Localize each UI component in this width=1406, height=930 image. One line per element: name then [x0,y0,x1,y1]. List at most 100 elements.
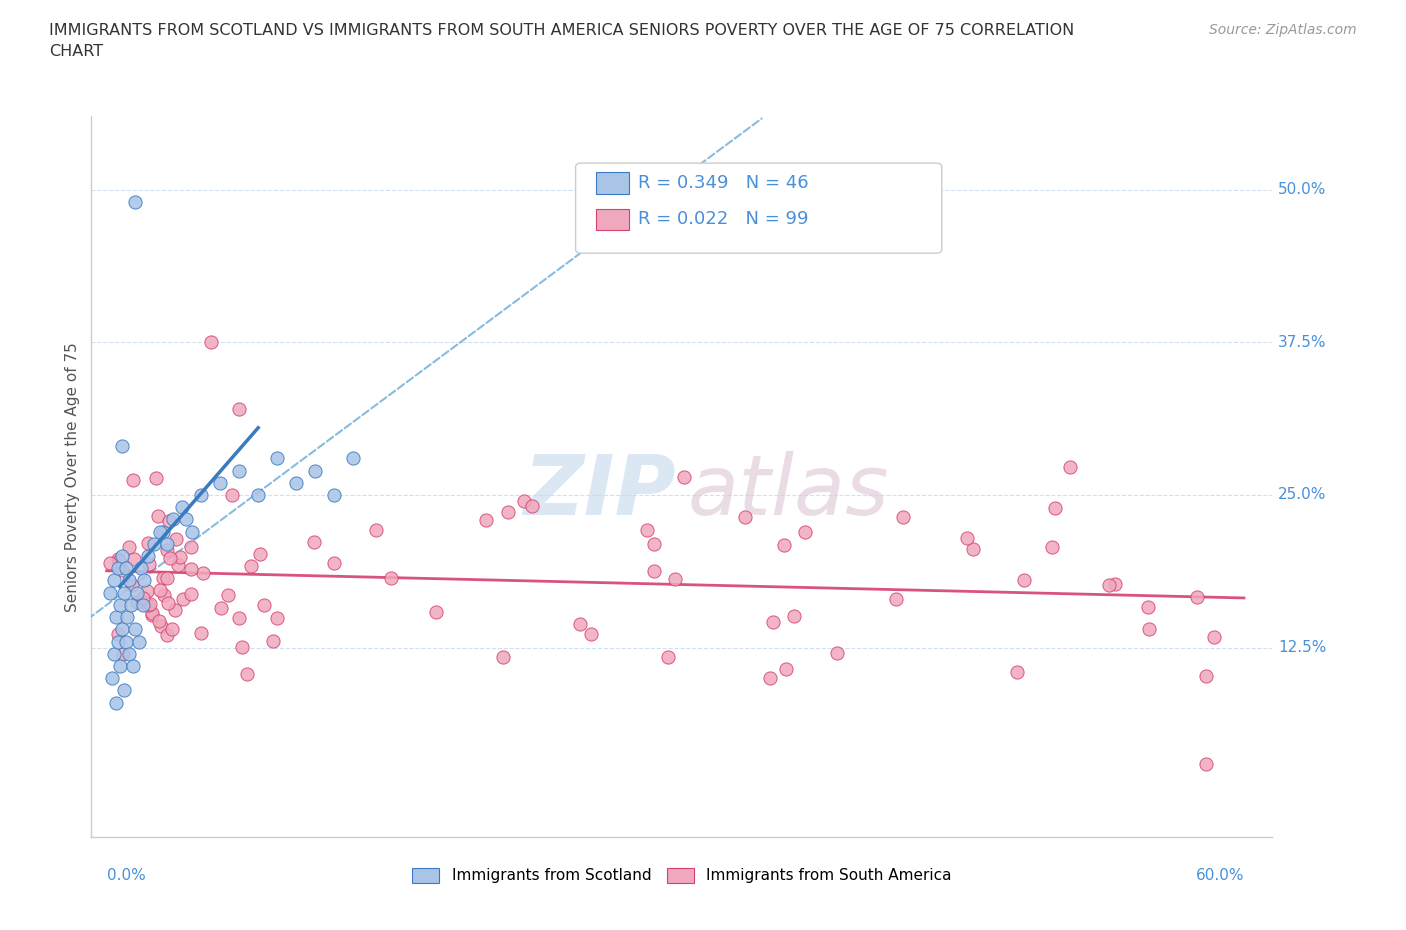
Point [512,494,534,509]
Point [107,634,129,649]
Point [108,597,131,612]
Point [636,523,658,538]
Point [759,671,782,685]
Point [323,555,346,570]
FancyBboxPatch shape [575,163,942,253]
Point [118,540,141,555]
Point [112,585,135,600]
Point [105,610,128,625]
Point [132,591,155,605]
Text: 60.0%: 60.0% [1195,868,1244,883]
Y-axis label: Seniors Poverty Over the Age of 75: Seniors Poverty Over the Age of 75 [65,341,80,612]
Text: Source: ZipAtlas.com: Source: ZipAtlas.com [1209,23,1357,37]
Point [124,622,146,637]
Point [364,523,387,538]
Point [156,537,179,551]
Point [190,487,212,502]
Point [165,532,187,547]
Point [136,598,159,613]
Point [108,658,131,673]
Point [165,603,187,618]
Point [180,562,202,577]
Point [167,558,190,573]
Point [962,542,984,557]
Point [247,487,270,502]
Point [125,585,148,600]
Point [323,487,346,502]
Point [474,512,496,527]
Point [285,475,308,490]
Point [672,470,695,485]
Text: R = 0.022   N = 99: R = 0.022 N = 99 [638,210,808,229]
Point [1104,577,1126,591]
Point [1195,756,1218,771]
Point [121,578,143,592]
Point [129,561,152,576]
Point [783,608,806,623]
Text: atlas: atlas [688,450,890,532]
Point [180,539,202,554]
Point [492,649,515,664]
Point [1136,600,1159,615]
Point [193,565,215,580]
Point [1043,501,1066,516]
Text: 50.0%: 50.0% [1278,182,1326,197]
Point [1204,630,1226,644]
Point [236,667,259,682]
Point [1012,573,1035,588]
Point [1137,622,1160,637]
Point [141,607,163,622]
Point [156,542,179,557]
Point [240,559,263,574]
Point [118,646,141,661]
Point [643,564,665,578]
Point [111,439,134,454]
Point [190,625,212,640]
Point [152,525,174,539]
Point [121,472,143,487]
Point [886,592,908,607]
Point [157,513,180,528]
Text: 0.0%: 0.0% [107,868,145,883]
Point [228,463,250,478]
Text: 12.5%: 12.5% [1278,640,1326,655]
Point [103,573,125,588]
Point [111,622,134,637]
Point [156,628,179,643]
Text: IMMIGRANTS FROM SCOTLAND VS IMMIGRANTS FROM SOUTH AMERICA SENIORS POVERTY OVER T: IMMIGRANTS FROM SCOTLAND VS IMMIGRANTS F… [49,23,1074,60]
Point [136,549,159,564]
Point [156,571,179,586]
Text: 37.5%: 37.5% [1278,335,1327,350]
Point [114,634,136,649]
Legend: Immigrants from Scotland, Immigrants from South America: Immigrants from Scotland, Immigrants fro… [412,868,952,884]
Point [1195,669,1218,684]
Point [107,551,129,566]
Point [956,530,979,545]
Point [825,645,848,660]
Point [117,610,139,625]
Point [249,546,271,561]
Point [145,471,167,485]
Point [142,537,165,551]
Point [159,551,181,565]
FancyBboxPatch shape [596,208,628,230]
Point [734,510,756,525]
Point [1098,578,1121,592]
Point [101,671,124,685]
Point [120,597,142,612]
FancyBboxPatch shape [596,172,628,194]
Point [162,512,184,526]
Point [135,584,157,599]
Point [200,335,222,350]
Point [118,573,141,588]
Point [149,618,172,633]
Text: 25.0%: 25.0% [1278,487,1326,502]
Point [172,591,194,606]
Point [496,505,519,520]
Point [124,194,146,209]
Point [380,570,402,585]
Point [148,582,170,597]
Point [1040,539,1063,554]
Point [108,553,131,568]
Point [148,509,170,524]
